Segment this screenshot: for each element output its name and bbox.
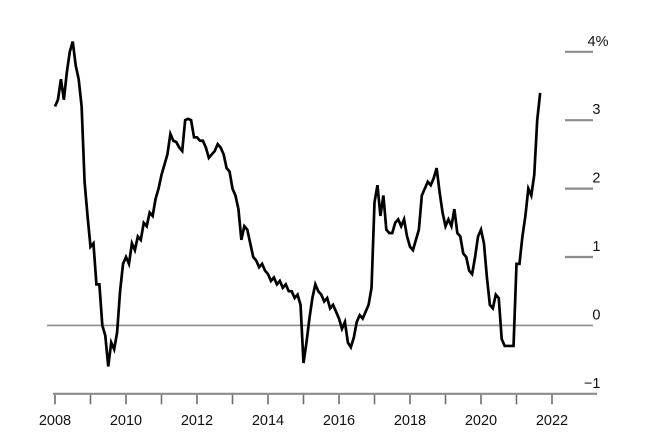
x-tick-label: 2020: [465, 413, 497, 429]
y-tick-label: 1: [592, 239, 600, 255]
y-tick-label: 3: [592, 102, 600, 118]
x-tick-label: 2014: [252, 413, 284, 429]
x-tick-label: 2008: [39, 413, 71, 429]
x-tick-label: 2012: [181, 413, 213, 429]
x-tick-label: 2010: [110, 413, 142, 429]
y-tick-label: −1: [584, 376, 601, 392]
x-tick-label: 2018: [394, 413, 426, 429]
y-tick-label: 0: [592, 307, 600, 323]
y-tick-label: 4%: [588, 34, 609, 50]
y-tick-label: 2: [592, 171, 600, 187]
x-tick-label: 2022: [536, 413, 568, 429]
x-tick-label: 2016: [323, 413, 355, 429]
data-line: [53, 41, 542, 367]
